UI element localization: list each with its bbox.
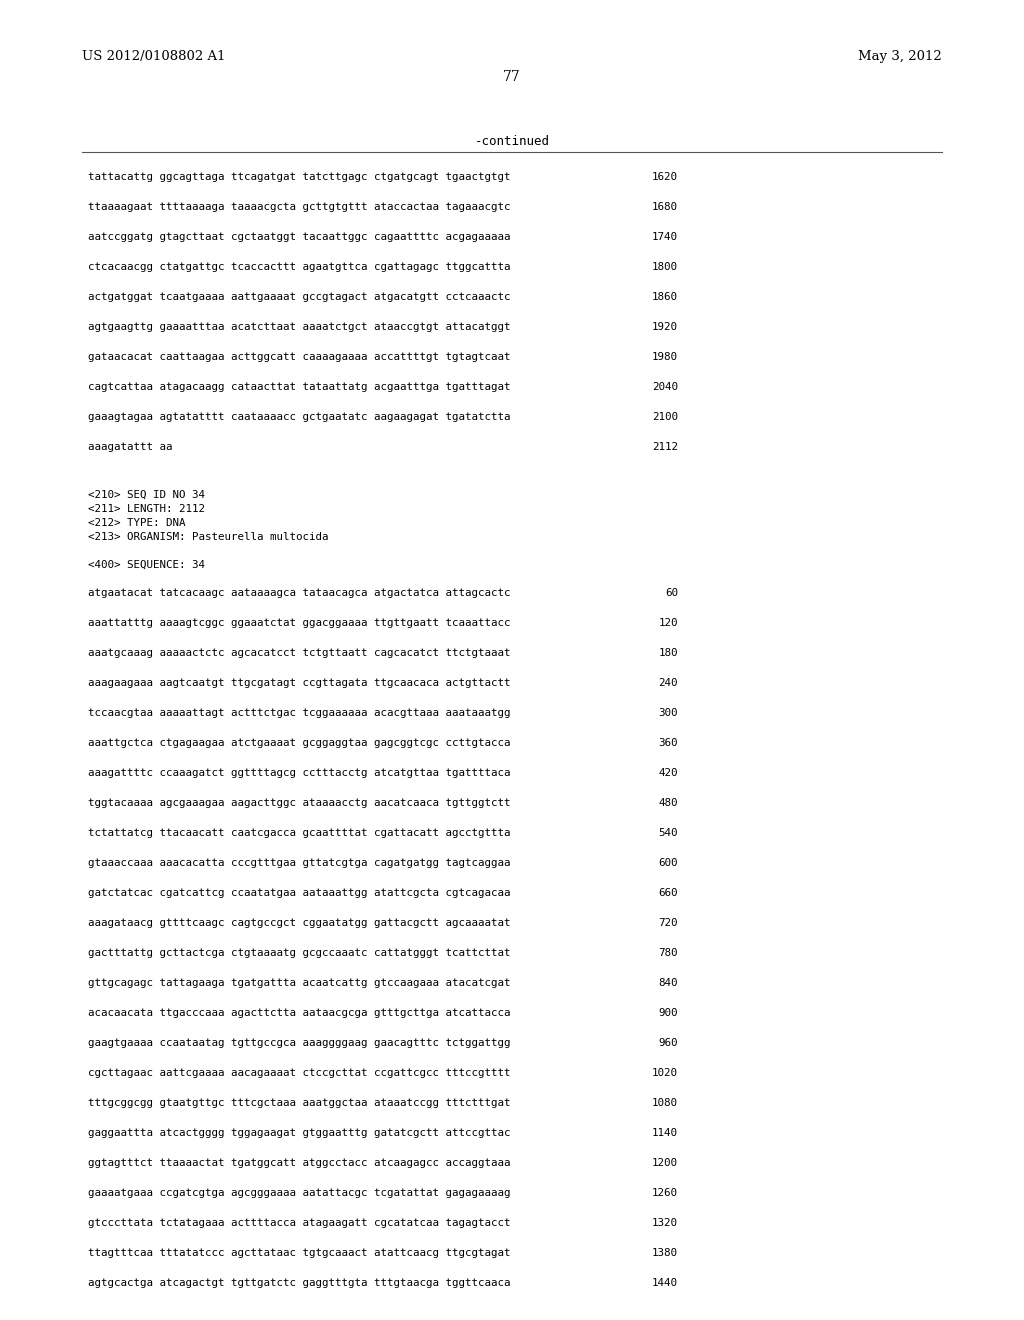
Text: 1440: 1440	[652, 1278, 678, 1288]
Text: gatctatcac cgatcattcg ccaatatgaa aataaattgg atattcgcta cgtcagacaa: gatctatcac cgatcattcg ccaatatgaa aataaat…	[88, 888, 511, 898]
Text: gtcccttata tctatagaaa acttttacca atagaagatt cgcatatcaa tagagtacct: gtcccttata tctatagaaa acttttacca atagaag…	[88, 1218, 511, 1228]
Text: cagtcattaa atagacaagg cataacttat tataattatg acgaatttga tgatttagat: cagtcattaa atagacaagg cataacttat tataatt…	[88, 381, 511, 392]
Text: 1620: 1620	[652, 172, 678, 182]
Text: 1020: 1020	[652, 1068, 678, 1078]
Text: gaaagtagaa agtatatttt caataaaacc gctgaatatc aagaagagat tgatatctta: gaaagtagaa agtatatttt caataaaacc gctgaat…	[88, 412, 511, 422]
Text: aaattatttg aaaagtcggc ggaaatctat ggacggaaaa ttgttgaatt tcaaattacc: aaattatttg aaaagtcggc ggaaatctat ggacgga…	[88, 618, 511, 628]
Text: 360: 360	[658, 738, 678, 748]
Text: ttagtttcaa tttatatccc agcttataac tgtgcaaact atattcaacg ttgcgtagat: ttagtttcaa tttatatccc agcttataac tgtgcaa…	[88, 1247, 511, 1258]
Text: aaagatattt aa: aaagatattt aa	[88, 442, 172, 451]
Text: 2040: 2040	[652, 381, 678, 392]
Text: gataacacat caattaagaa acttggcatt caaaagaaaa accattttgt tgtagtcaat: gataacacat caattaagaa acttggcatt caaaaga…	[88, 352, 511, 362]
Text: 1800: 1800	[652, 261, 678, 272]
Text: <212> TYPE: DNA: <212> TYPE: DNA	[88, 517, 185, 528]
Text: atgaatacat tatcacaagc aataaaagca tataacagca atgactatca attagcactc: atgaatacat tatcacaagc aataaaagca tataaca…	[88, 587, 511, 598]
Text: actgatggat tcaatgaaaa aattgaaaat gccgtagact atgacatgtt cctcaaactc: actgatggat tcaatgaaaa aattgaaaat gccgtag…	[88, 292, 511, 302]
Text: 420: 420	[658, 768, 678, 777]
Text: 1080: 1080	[652, 1098, 678, 1107]
Text: ggtagtttct ttaaaactat tgatggcatt atggcctacc atcaagagcc accaggtaaa: ggtagtttct ttaaaactat tgatggcatt atggcct…	[88, 1158, 511, 1168]
Text: 2112: 2112	[652, 442, 678, 451]
Text: US 2012/0108802 A1: US 2012/0108802 A1	[82, 50, 225, 63]
Text: 1920: 1920	[652, 322, 678, 333]
Text: 1140: 1140	[652, 1129, 678, 1138]
Text: gttgcagagc tattagaaga tgatgattta acaatcattg gtccaagaaa atacatcgat: gttgcagagc tattagaaga tgatgattta acaatca…	[88, 978, 511, 987]
Text: agtgcactga atcagactgt tgttgatctc gaggtttgta tttgtaacga tggttcaaca: agtgcactga atcagactgt tgttgatctc gaggttt…	[88, 1278, 511, 1288]
Text: gaagtgaaaa ccaataatag tgttgccgca aaaggggaag gaacagtttc tctggattgg: gaagtgaaaa ccaataatag tgttgccgca aaagggg…	[88, 1038, 511, 1048]
Text: gtaaaccaaa aaacacatta cccgtttgaa gttatcgtga cagatgatgg tagtcaggaa: gtaaaccaaa aaacacatta cccgtttgaa gttatcg…	[88, 858, 511, 869]
Text: 180: 180	[658, 648, 678, 657]
Text: cgcttagaac aattcgaaaa aacagaaaat ctccgcttat ccgattcgcc tttccgtttt: cgcttagaac aattcgaaaa aacagaaaat ctccgct…	[88, 1068, 511, 1078]
Text: 1380: 1380	[652, 1247, 678, 1258]
Text: <210> SEQ ID NO 34: <210> SEQ ID NO 34	[88, 490, 205, 500]
Text: 120: 120	[658, 618, 678, 628]
Text: 840: 840	[658, 978, 678, 987]
Text: 480: 480	[658, 799, 678, 808]
Text: aaagataacg gttttcaagc cagtgccgct cggaatatgg gattacgctt agcaaaatat: aaagataacg gttttcaagc cagtgccgct cggaata…	[88, 917, 511, 928]
Text: tttgcggcgg gtaatgttgc tttcgctaaa aaatggctaa ataaatccgg tttctttgat: tttgcggcgg gtaatgttgc tttcgctaaa aaatggc…	[88, 1098, 511, 1107]
Text: acacaacata ttgacccaaa agacttctta aataacgcga gtttgcttga atcattacca: acacaacata ttgacccaaa agacttctta aataacg…	[88, 1008, 511, 1018]
Text: aaatgcaaag aaaaactctc agcacatcct tctgttaatt cagcacatct ttctgtaaat: aaatgcaaag aaaaactctc agcacatcct tctgtta…	[88, 648, 511, 657]
Text: 2100: 2100	[652, 412, 678, 422]
Text: agtgaagttg gaaaatttaa acatcttaat aaaatctgct ataaccgtgt attacatggt: agtgaagttg gaaaatttaa acatcttaat aaaatct…	[88, 322, 511, 333]
Text: 1320: 1320	[652, 1218, 678, 1228]
Text: 1980: 1980	[652, 352, 678, 362]
Text: tattacattg ggcagttaga ttcagatgat tatcttgagc ctgatgcagt tgaactgtgt: tattacattg ggcagttaga ttcagatgat tatcttg…	[88, 172, 511, 182]
Text: 1740: 1740	[652, 232, 678, 242]
Text: 77: 77	[503, 70, 521, 84]
Text: <211> LENGTH: 2112: <211> LENGTH: 2112	[88, 504, 205, 513]
Text: 1680: 1680	[652, 202, 678, 213]
Text: 660: 660	[658, 888, 678, 898]
Text: 1200: 1200	[652, 1158, 678, 1168]
Text: aaattgctca ctgagaagaa atctgaaaat gcggaggtaa gagcggtcgc ccttgtacca: aaattgctca ctgagaagaa atctgaaaat gcggagg…	[88, 738, 511, 748]
Text: tctattatcg ttacaacatt caatcgacca gcaattttat cgattacatt agcctgttta: tctattatcg ttacaacatt caatcgacca gcaattt…	[88, 828, 511, 838]
Text: 960: 960	[658, 1038, 678, 1048]
Text: 240: 240	[658, 678, 678, 688]
Text: -continued: -continued	[474, 135, 550, 148]
Text: <400> SEQUENCE: 34: <400> SEQUENCE: 34	[88, 560, 205, 570]
Text: ttaaaagaat ttttaaaaga taaaacgcta gcttgtgttt ataccactaa tagaaacgtc: ttaaaagaat ttttaaaaga taaaacgcta gcttgtg…	[88, 202, 511, 213]
Text: ctcacaacgg ctatgattgc tcaccacttt agaatgttca cgattagagc ttggcattta: ctcacaacgg ctatgattgc tcaccacttt agaatgt…	[88, 261, 511, 272]
Text: 720: 720	[658, 917, 678, 928]
Text: May 3, 2012: May 3, 2012	[858, 50, 942, 63]
Text: aaagattttc ccaaagatct ggttttagcg cctttacctg atcatgttaa tgattttaca: aaagattttc ccaaagatct ggttttagcg cctttac…	[88, 768, 511, 777]
Text: tggtacaaaa agcgaaagaa aagacttggc ataaaacctg aacatcaaca tgttggtctt: tggtacaaaa agcgaaagaa aagacttggc ataaaac…	[88, 799, 511, 808]
Text: tccaacgtaa aaaaattagt actttctgac tcggaaaaaa acacgttaaa aaataaatgg: tccaacgtaa aaaaattagt actttctgac tcggaaa…	[88, 708, 511, 718]
Text: gaaaatgaaa ccgatcgtga agcgggaaaa aatattacgc tcgatattat gagagaaaag: gaaaatgaaa ccgatcgtga agcgggaaaa aatatta…	[88, 1188, 511, 1199]
Text: 1260: 1260	[652, 1188, 678, 1199]
Text: 1860: 1860	[652, 292, 678, 302]
Text: 60: 60	[665, 587, 678, 598]
Text: 600: 600	[658, 858, 678, 869]
Text: 300: 300	[658, 708, 678, 718]
Text: aaagaagaaa aagtcaatgt ttgcgatagt ccgttagata ttgcaacaca actgttactt: aaagaagaaa aagtcaatgt ttgcgatagt ccgttag…	[88, 678, 511, 688]
Text: <213> ORGANISM: Pasteurella multocida: <213> ORGANISM: Pasteurella multocida	[88, 532, 329, 543]
Text: gaggaattta atcactgggg tggagaagat gtggaatttg gatatcgctt attccgttac: gaggaattta atcactgggg tggagaagat gtggaat…	[88, 1129, 511, 1138]
Text: 540: 540	[658, 828, 678, 838]
Text: 900: 900	[658, 1008, 678, 1018]
Text: 780: 780	[658, 948, 678, 958]
Text: gactttattg gcttactcga ctgtaaaatg gcgccaaatc cattatgggt tcattcttat: gactttattg gcttactcga ctgtaaaatg gcgccaa…	[88, 948, 511, 958]
Text: aatccggatg gtagcttaat cgctaatggt tacaattggc cagaattttc acgagaaaaa: aatccggatg gtagcttaat cgctaatggt tacaatt…	[88, 232, 511, 242]
